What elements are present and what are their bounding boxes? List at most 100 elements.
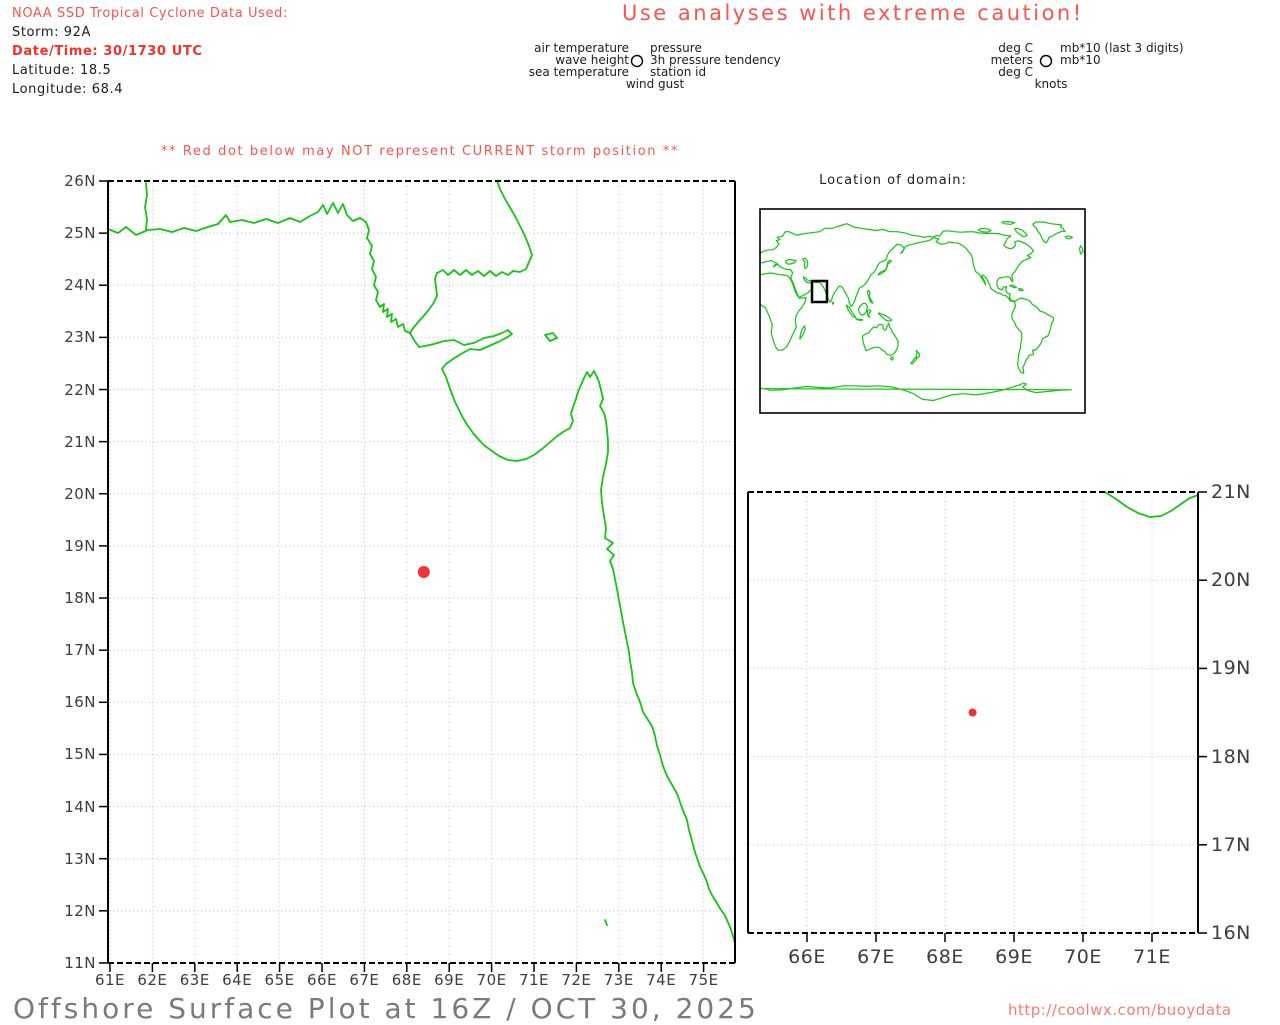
- main-map-x-tick-label: 74E: [646, 971, 677, 989]
- world-coastline: [1001, 220, 1016, 225]
- main-map-x-tick-label: 66E: [306, 971, 338, 989]
- world-coastline: [861, 322, 899, 356]
- detail-map-y-tick-label: 21N: [1211, 481, 1251, 503]
- data-source-line: NOAA SSD Tropical Cyclone Data Used:: [12, 6, 288, 21]
- main-map-x-tick-label: 75E: [688, 971, 719, 989]
- main-map-y-tick-label: 26N: [64, 172, 96, 190]
- inset-map-title: Location of domain:: [819, 173, 967, 188]
- coastline-gujarat-west-india: [409, 329, 736, 945]
- station-legend-bottom-label: wind gust: [625, 77, 685, 91]
- main-map-x-tick-label: 70E: [476, 971, 507, 989]
- world-coastline: [890, 356, 894, 361]
- detail-map: [747, 491, 1207, 942]
- little-rann-loop: [544, 332, 558, 342]
- storm-info-block: NOAA SSD Tropical Cyclone Data Used: Sto…: [12, 4, 288, 99]
- world-coastline: [831, 301, 835, 305]
- station-legend-left-label: wave height: [555, 53, 629, 67]
- world-coastline: [933, 230, 1035, 302]
- world-coastline: [759, 382, 1073, 402]
- main-map-x-tick-label: 73E: [603, 971, 634, 989]
- main-map-x-tick-label: 71E: [518, 971, 550, 989]
- border-iran-pakistan: [144, 182, 148, 231]
- world-coastline: [1032, 221, 1066, 244]
- station-legend-right-label: pressure: [650, 41, 702, 55]
- main-map-y-tick-label: 15N: [64, 745, 96, 764]
- units-legend-right-label: mb*10 (last 3 digits): [1060, 41, 1184, 55]
- detail-map-x-tick-label: 69E: [995, 946, 1033, 968]
- main-map-y-tick-label: 11N: [64, 953, 96, 972]
- station-legend-right-label: 3h pressure tendency: [650, 53, 781, 67]
- world-inset-map: [759, 208, 1086, 414]
- detail-map-y-tick-label: 20N: [1211, 569, 1251, 592]
- units-legend-right-label: mb*10: [1060, 53, 1101, 67]
- main-map-x-tick-label: 67E: [349, 971, 380, 989]
- main-map-x-tick-label: 62E: [137, 971, 168, 989]
- main-map-y-tick-label: 14N: [64, 797, 96, 816]
- units-legend-left-label: deg C: [998, 41, 1033, 55]
- detail-map-x-tick-label: 67E: [857, 946, 895, 968]
- main-map-x-tick-label: 61E: [94, 971, 126, 989]
- plot-title: Offshore Surface Plot at 16Z / OCT 30, 2…: [13, 992, 759, 1025]
- main-map-y-tick-label: 24N: [64, 276, 96, 295]
- main-map-y-tick-label: 13N: [64, 849, 96, 868]
- storm-dot-detail: [968, 708, 977, 717]
- world-coastline: [1017, 288, 1024, 292]
- main-map-y-tick-label: 12N: [64, 901, 96, 920]
- main-map-x-tick-label: 72E: [561, 971, 592, 989]
- detail-map-y-tick-label: 17N: [1211, 833, 1251, 856]
- storm-datetime-line: Date/Time: 30/1730 UTC: [12, 44, 203, 59]
- main-map-y-tick-label: 25N: [64, 224, 96, 243]
- world-coastline: [1078, 245, 1084, 255]
- world-coastline: [784, 258, 797, 265]
- world-coastline: [759, 223, 934, 308]
- world-coastline: [877, 312, 893, 322]
- world-coastline: [866, 289, 874, 304]
- units-legend-bottom-label: knots: [1034, 77, 1068, 91]
- domain-box: [810, 279, 829, 304]
- main-map-x-tick-label: 68E: [391, 971, 422, 989]
- storm-longitude-line: Longitude: 68.4: [12, 82, 124, 97]
- inset-frame: [759, 208, 1086, 414]
- station-legend-left-label: air temperature: [534, 41, 629, 55]
- world-coastline: [759, 272, 807, 351]
- station-legend-right-label: station id: [650, 65, 707, 79]
- main-map-x-tick-label: 69E: [434, 971, 465, 989]
- world-coastline: [857, 302, 869, 316]
- detail-map-x-tick-label: 70E: [1064, 946, 1102, 968]
- world-coastline: [866, 309, 872, 318]
- storm-latitude-line: Latitude: 18.5: [12, 63, 112, 78]
- main-map-x-tick-label: 63E: [179, 971, 210, 989]
- main-map-x-tick-label: 65E: [264, 971, 295, 989]
- source-url: http://coolwx.com/buoydata: [1008, 1001, 1232, 1019]
- main-map-y-tick-label: 18N: [64, 589, 96, 608]
- main-map-y-tick-label: 23N: [64, 328, 96, 347]
- world-coastline: [1064, 235, 1074, 240]
- caution-title: Use analyses with extreme caution!: [622, 1, 1084, 25]
- world-coastline: [1011, 297, 1055, 374]
- main-map-y-tick-label: 16N: [64, 693, 96, 712]
- detail-map-x-tick-label: 66E: [788, 946, 826, 968]
- main-map-y-tick-label: 20N: [64, 484, 96, 503]
- coastline-kathiawar: [1104, 491, 1199, 518]
- world-coastline: [877, 260, 893, 276]
- detail-map-y-tick-label: 19N: [1211, 657, 1251, 680]
- main-map-y-tick-label: 19N: [64, 536, 96, 555]
- world-coastline: [799, 325, 806, 340]
- detail-map-x-tick-label: 71E: [1133, 946, 1171, 968]
- main-map-y-tick-label: 21N: [64, 432, 96, 451]
- coastline-makran-sindh: [107, 202, 514, 334]
- world-coastline: [915, 349, 921, 359]
- main-map-y-tick-label: 17N: [64, 641, 96, 660]
- border-india-pakistan: [496, 180, 533, 273]
- units-legend-left-label: deg C: [998, 65, 1033, 79]
- main-map-y-tick-label: 22N: [64, 380, 96, 399]
- detail-map-y-tick-label: 18N: [1211, 745, 1251, 768]
- detail-map-x-tick-label: 68E: [926, 946, 964, 968]
- world-coastline: [855, 318, 864, 322]
- units-legend-left-label: meters: [990, 53, 1033, 67]
- storm-position-warning: ** Red dot below may NOT represent CURRE…: [160, 144, 680, 159]
- world-coastline: [1013, 227, 1028, 238]
- world-coastline: [932, 236, 1015, 302]
